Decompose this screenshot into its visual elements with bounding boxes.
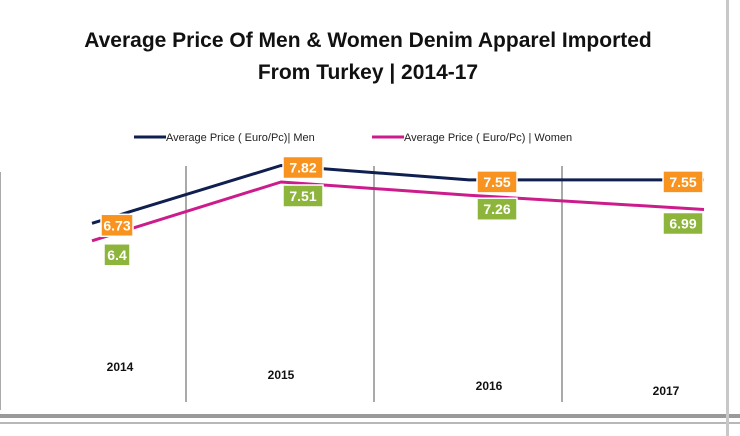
legend-label-women: Average Price ( Euro/Pc) | Women [404, 132, 572, 144]
x-axis-tick-labels: 2014 2015 2016 2017 [107, 360, 680, 398]
data-label-box [662, 170, 704, 194]
data-label-text: 6.4 [107, 247, 127, 263]
data-label-men-2017: 7.55 [662, 170, 704, 194]
data-label-text: 7.55 [483, 174, 510, 190]
data-label-text: 7.55 [669, 174, 696, 190]
data-label-box [476, 197, 518, 221]
data-label-text: 7.82 [289, 160, 316, 176]
legend-label-men: Average Price ( Euro/Pc)| Men [166, 132, 315, 144]
data-label-women-2016: 7.26 [476, 197, 518, 221]
data-labels: 6.73 7.82 7.55 7.55 6.4 7.51 7.26 6.99 [100, 155, 704, 267]
chart-title-line-1: Average Price Of Men & Women Denim Appar… [84, 29, 652, 52]
category-separators [185, 166, 563, 402]
series-lines [91, 164, 705, 243]
frame-right-shadow [726, 0, 729, 436]
data-label-men-2016: 7.55 [476, 170, 518, 194]
data-label-text: 7.51 [289, 188, 316, 204]
x-tick-2017: 2017 [653, 384, 680, 398]
data-label-box [476, 170, 518, 194]
data-label-box [282, 155, 324, 180]
legend: Average Price ( Euro/Pc)| Men Average Pr… [134, 132, 572, 144]
series-line-women [91, 180, 705, 243]
data-label-men-2014: 6.73 [100, 213, 134, 238]
frame-bottom-shadow [0, 414, 740, 418]
data-label-box [282, 184, 324, 208]
data-label-women-2014: 6.4 [103, 243, 131, 267]
data-label-box [662, 211, 704, 236]
data-label-box [103, 243, 131, 267]
data-label-women-2017: 6.99 [662, 211, 704, 236]
data-label-text: 6.99 [669, 216, 696, 232]
data-label-text: 6.73 [103, 217, 130, 233]
x-tick-2016: 2016 [476, 379, 503, 393]
x-tick-2014: 2014 [107, 360, 134, 374]
x-tick-2015: 2015 [268, 368, 295, 382]
data-label-text: 7.26 [483, 201, 510, 217]
frame-bottom-shadow-2 [0, 422, 740, 424]
data-label-box [100, 213, 134, 238]
data-label-men-2015: 7.82 [282, 155, 324, 180]
chart-title-line-2: From Turkey | 2014-17 [258, 61, 478, 84]
data-label-women-2015: 7.51 [282, 184, 324, 208]
series-line-men [91, 164, 704, 225]
